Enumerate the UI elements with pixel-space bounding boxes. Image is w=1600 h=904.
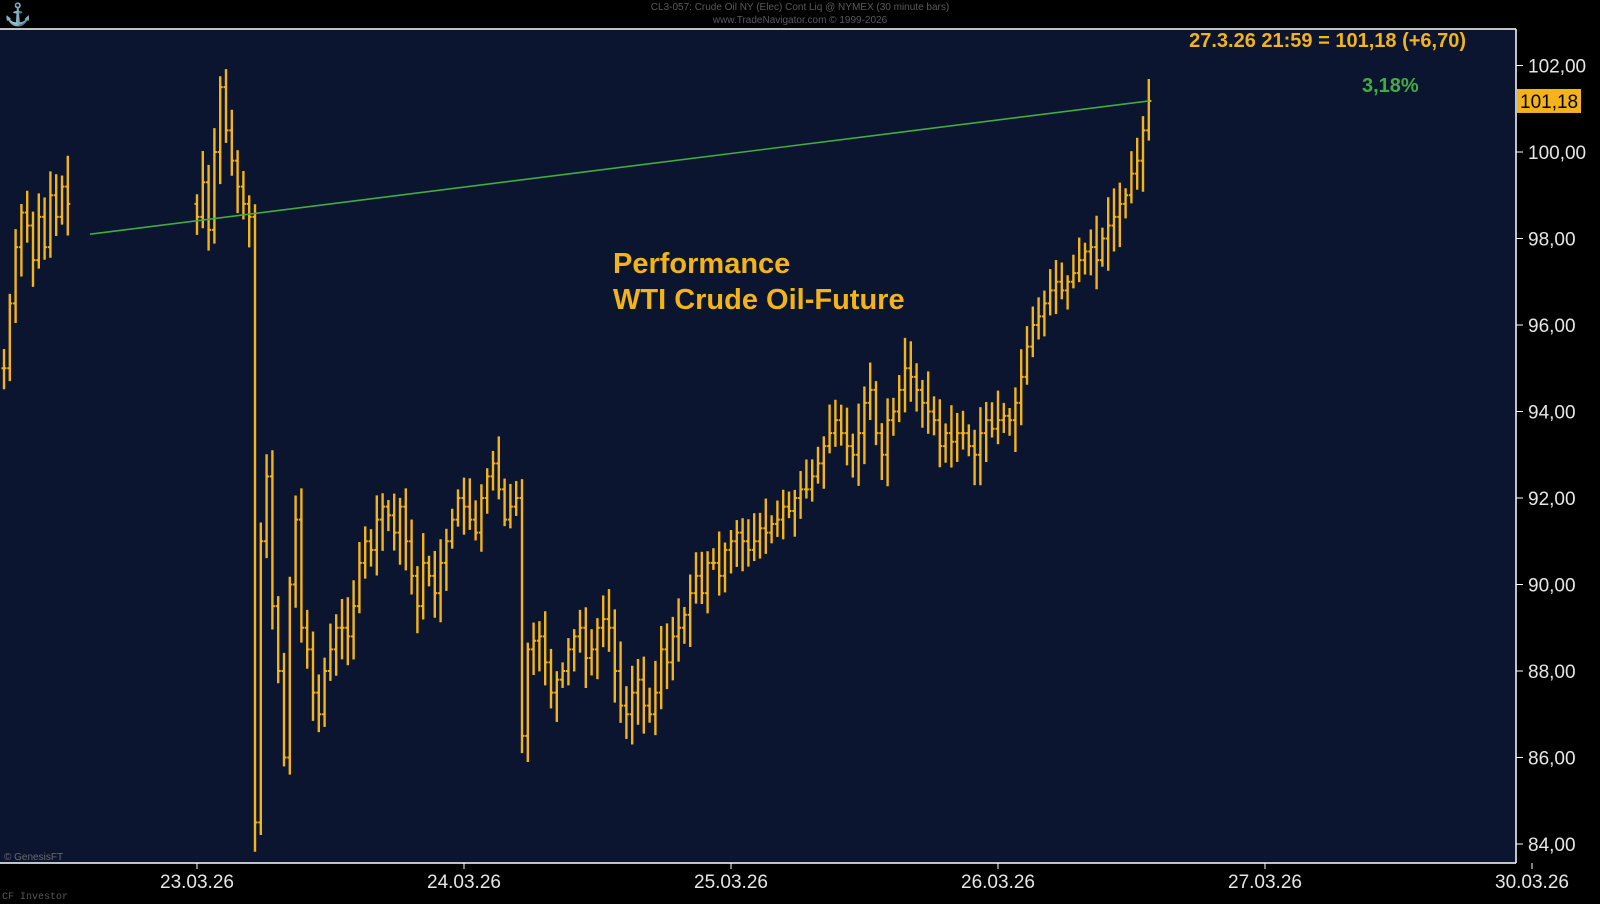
annotation-line-1: Performance: [613, 248, 791, 280]
y-tick-label: 88,00: [1528, 662, 1576, 683]
y-tick-label: 92,00: [1528, 489, 1576, 510]
y-tick-label: 86,00: [1528, 749, 1576, 770]
performance-percent-label: 3,18%: [1362, 75, 1419, 97]
annotation-line-2: WTI Crude Oil-Future: [613, 284, 905, 316]
y-tick-label: 102,00: [1528, 57, 1586, 78]
y-tick-label: 96,00: [1528, 316, 1576, 337]
price-readout: 27.3.26 21:59 = 101,18 (+6,70): [1189, 30, 1466, 52]
x-tick-label: 26.03.26: [961, 872, 1035, 893]
plot-area: [0, 29, 1516, 863]
y-tick-label: 100,00: [1528, 143, 1586, 164]
x-tick-label: 30.03.26: [1495, 872, 1569, 893]
chart-header-copyright: www.TradeNavigator.com © 1999-2026: [712, 15, 888, 26]
x-tick-label: 24.03.26: [427, 872, 501, 893]
performance-annotation: Performance WTI Crude Oil-Future: [613, 246, 905, 318]
performance-trend-line: [89, 100, 1149, 235]
last-price-label: 101,18: [1520, 92, 1578, 113]
y-tick-label: 94,00: [1528, 403, 1576, 424]
x-tick-label: 23.03.26: [160, 872, 234, 893]
last-price-marker: [1517, 88, 1581, 113]
chart-header-title: CL3-057: Crude Oil NY (Elec) Cont Liq @ …: [650, 2, 950, 13]
x-tick-label: 25.03.26: [694, 872, 768, 893]
y-tick-label: 90,00: [1528, 576, 1576, 597]
y-tick-label: 84,00: [1528, 835, 1576, 856]
x-tick-label: 27.03.26: [1228, 872, 1302, 893]
y-tick-label: 98,00: [1528, 230, 1576, 251]
data-source-watermark: © GenesisFT: [4, 852, 64, 863]
footer-caption: CF Investor: [2, 892, 69, 903]
anchor-icon: ⚓: [4, 2, 32, 27]
